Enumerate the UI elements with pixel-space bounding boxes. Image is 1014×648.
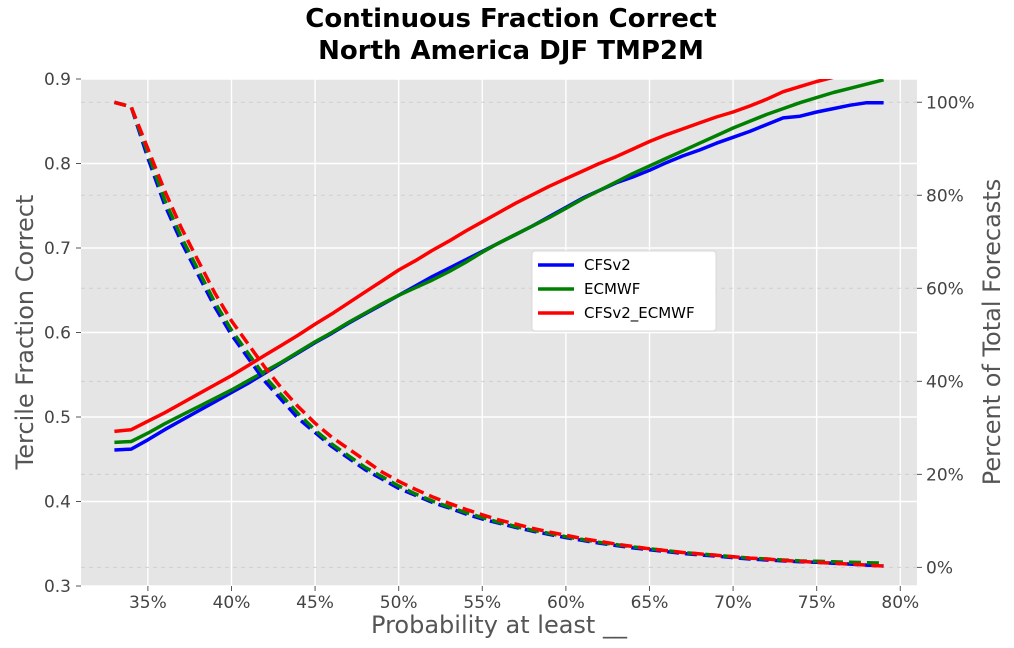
left-y-axis-label: Tercile Fraction Correct (11, 195, 39, 471)
gridlines (81, 78, 917, 587)
x-tick-label: 60% (547, 593, 585, 613)
right-y-tick-label: 80% (926, 186, 964, 206)
x-tick-label: 35% (129, 593, 167, 613)
x-tick-label: 40% (213, 593, 251, 613)
chart-title-line-2: North America DJF TMP2M (318, 36, 704, 66)
x-tick-label: 70% (714, 593, 752, 613)
right-y-tick-label: 60% (926, 279, 964, 299)
chart-title-line-1: Continuous Fraction Correct (305, 4, 716, 34)
legend-label-ecmwf: ECMWF (584, 280, 640, 298)
right-y-tick-label: 20% (926, 465, 964, 485)
x-tick-label: 75% (798, 593, 836, 613)
x-tick-labels: 35% 40% 45% 50% 55% 60% 65% 70% 75% 80% (129, 586, 919, 613)
x-axis-label: Probability at least __ (371, 611, 628, 639)
left-y-tick-labels: 0.3 0.4 0.5 0.6 0.7 0.8 0.9 (44, 70, 81, 597)
left-y-tick-label: 0.9 (44, 70, 71, 90)
legend-box (531, 250, 717, 332)
left-y-tick-label: 0.3 (44, 577, 71, 597)
x-tick-label: 50% (380, 593, 418, 613)
right-y-tick-label: 0% (926, 558, 953, 578)
legend-label-cfsv2-ecmwf: CFSv2_ECMWF (584, 304, 695, 323)
series-lines (113, 79, 885, 568)
left-y-tick-label: 0.4 (44, 493, 71, 513)
legend: CFSv2 ECMWF CFSv2_ECMWF (531, 250, 717, 332)
series-line-cfsv2-ecmwf-percent (113, 100, 884, 568)
legend-label-cfsv2: CFSv2 (584, 256, 631, 274)
x-tick-label: 80% (881, 593, 919, 613)
x-tick-label: 55% (463, 593, 501, 613)
x-tick-label: 65% (631, 593, 669, 613)
series-line-ecmwf-fraction (114, 79, 885, 445)
series-line-ecmwf-percent (113, 100, 884, 565)
right-y-tick-label: 100% (926, 93, 975, 113)
right-y-axis-label: Percent of Total Forecasts (978, 179, 1006, 485)
x-tick-label: 45% (296, 593, 334, 613)
left-y-tick-label: 0.5 (44, 408, 71, 428)
left-y-tick-label: 0.6 (44, 324, 71, 344)
right-y-tick-labels: 0% 20% 40% 60% 80% 100% (917, 93, 975, 578)
left-y-tick-label: 0.7 (44, 239, 71, 259)
series-line-cfsv2-ecmwf-fraction (114, 79, 834, 434)
left-y-tick-label: 0.8 (44, 155, 71, 175)
right-y-tick-label: 40% (926, 372, 964, 392)
